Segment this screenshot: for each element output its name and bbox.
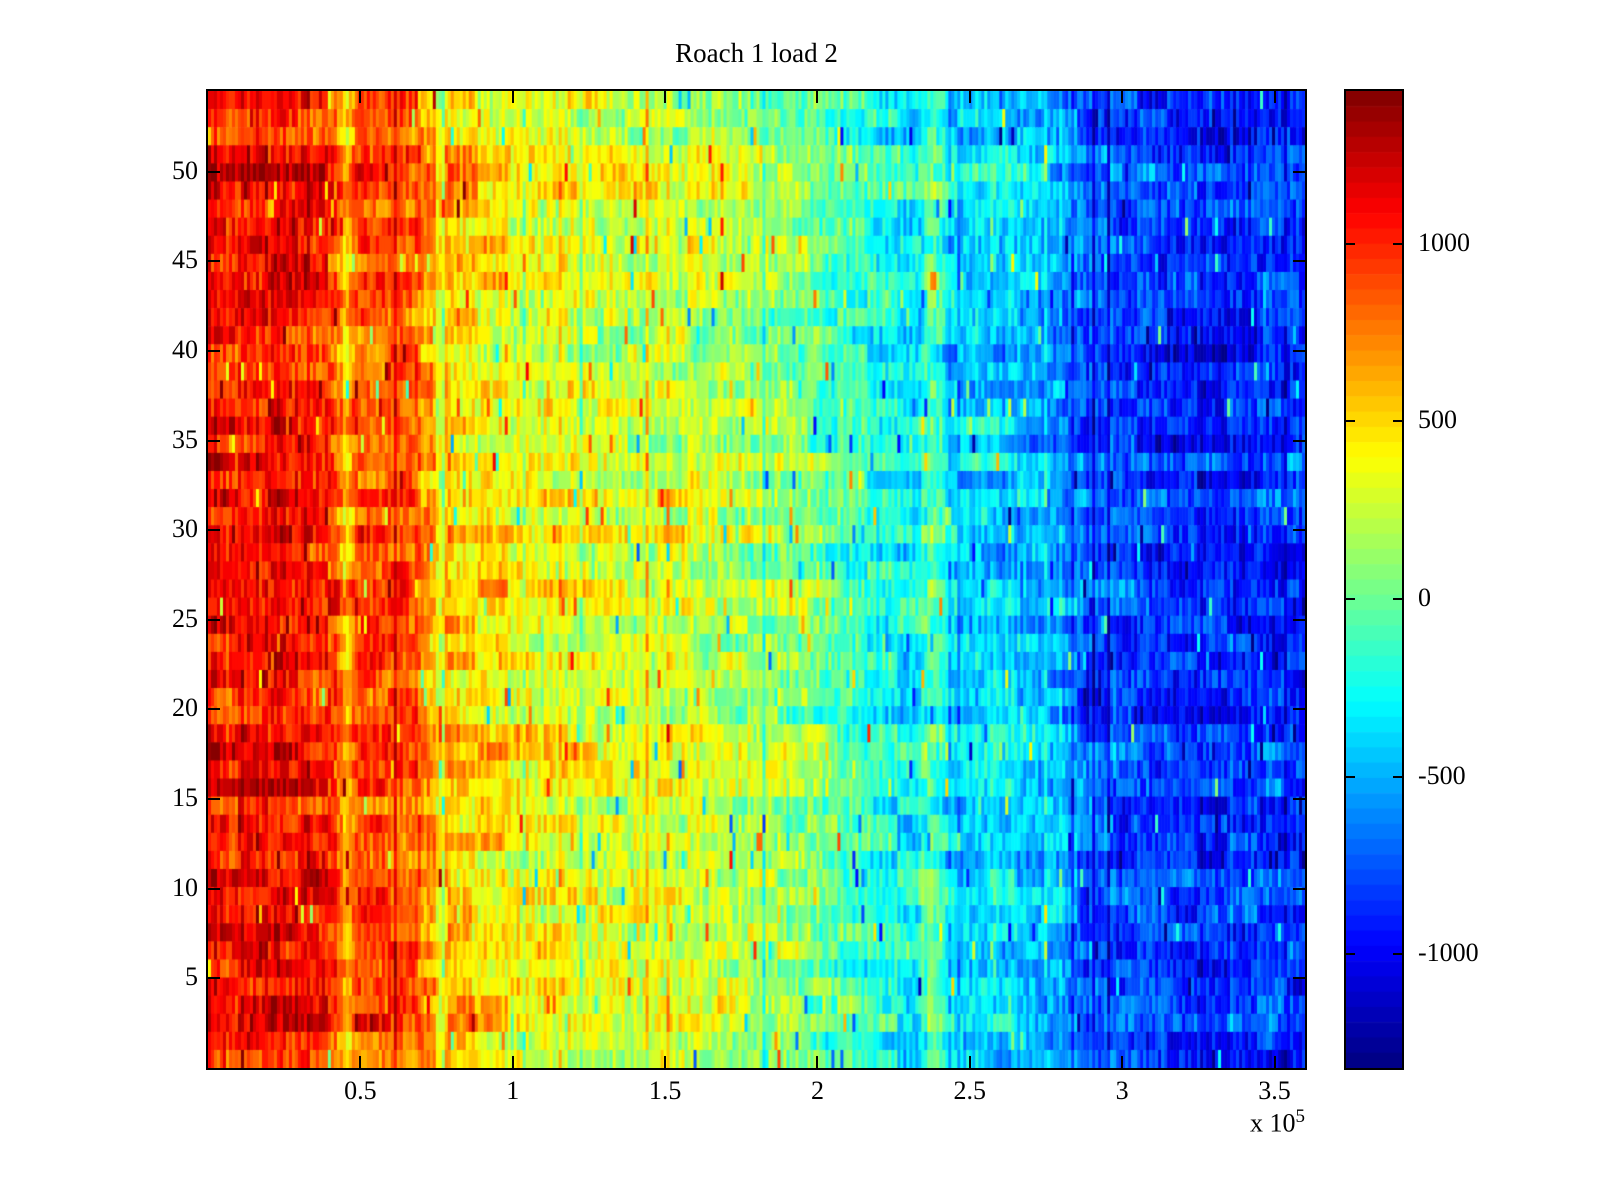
x-tick-mark xyxy=(816,1056,819,1068)
y-tick-mark-right xyxy=(1293,529,1305,532)
x-scale-exponent: 5 xyxy=(1295,1106,1306,1127)
y-tick-mark xyxy=(208,439,220,442)
y-tick-label: 30 xyxy=(172,514,198,544)
colorbar-tick-label: 0 xyxy=(1418,583,1431,613)
x-tick-label: 2 xyxy=(810,1076,824,1105)
x-tick-mark-top xyxy=(359,91,362,103)
colorbar-tick-mark xyxy=(1346,242,1355,245)
y-tick-mark-right xyxy=(1293,260,1305,263)
colorbar-tick-label: -500 xyxy=(1418,760,1466,790)
y-tick-label: 10 xyxy=(172,872,198,902)
colorbar-canvas xyxy=(1346,91,1402,1068)
colorbar-tick-mark xyxy=(1346,420,1355,423)
y-tick-mark xyxy=(208,349,220,352)
colorbar xyxy=(1344,89,1404,1070)
colorbar-tick-label: -1000 xyxy=(1418,938,1479,968)
y-tick-mark-right xyxy=(1293,349,1305,352)
y-tick-mark xyxy=(208,618,220,621)
x-tick-label: 1 xyxy=(506,1076,520,1105)
y-tick-label: 50 xyxy=(172,155,198,185)
colorbar-tick-mark xyxy=(1346,598,1355,601)
x-tick-label: 2.5 xyxy=(953,1076,987,1105)
x-tick-mark-top xyxy=(1273,91,1276,103)
x-tick-mark xyxy=(1121,1056,1124,1068)
x-axis-scale-label: x 105 xyxy=(1105,1106,1305,1139)
y-tick-mark xyxy=(208,708,220,711)
y-tick-mark xyxy=(208,170,220,173)
colorbar-tick-mark-right xyxy=(1393,775,1402,778)
colorbar-tick-mark-right xyxy=(1393,420,1402,423)
x-tick-label: 3.5 xyxy=(1258,1076,1291,1105)
x-tick-mark-top xyxy=(664,91,667,103)
y-tick-mark xyxy=(208,529,220,532)
y-tick-mark xyxy=(208,798,220,801)
colorbar-tick-mark-right xyxy=(1393,953,1402,956)
x-tick-label: 0.5 xyxy=(344,1076,377,1105)
x-tick-mark-top xyxy=(1121,91,1124,103)
y-tick-label: 20 xyxy=(172,693,198,723)
x-tick-mark xyxy=(359,1056,362,1068)
colorbar-tick-mark-right xyxy=(1393,598,1402,601)
x-tick-mark xyxy=(664,1056,667,1068)
chart-title: Roach 1 load 2 xyxy=(675,38,838,68)
y-tick-label: 15 xyxy=(172,783,198,813)
colorbar-tick-mark-right xyxy=(1393,242,1402,245)
y-tick-mark xyxy=(208,977,220,980)
y-tick-label: 35 xyxy=(172,424,198,454)
colorbar-tick-mark xyxy=(1346,775,1355,778)
y-tick-mark xyxy=(208,887,220,890)
x-tick-mark xyxy=(968,1056,971,1068)
colorbar-tick-mark xyxy=(1346,953,1355,956)
heatmap-canvas xyxy=(208,91,1305,1068)
y-tick-mark-right xyxy=(1293,708,1305,711)
y-tick-mark-right xyxy=(1293,887,1305,890)
x-tick-label: 1.5 xyxy=(648,1076,682,1105)
colorbar-tick-label: 1000 xyxy=(1418,227,1470,257)
y-tick-mark-right xyxy=(1293,439,1305,442)
x-tick-mark xyxy=(1273,1056,1276,1068)
colorbar-tick-label: 500 xyxy=(1418,405,1457,435)
y-tick-mark-right xyxy=(1293,618,1305,621)
y-tick-label: 40 xyxy=(172,334,198,364)
x-tick-mark-top xyxy=(968,91,971,103)
y-tick-mark-right xyxy=(1293,977,1305,980)
y-tick-mark-right xyxy=(1293,798,1305,801)
y-tick-mark-right xyxy=(1293,170,1305,173)
x-tick-mark-top xyxy=(816,91,819,103)
y-tick-label: 5 xyxy=(185,962,198,992)
y-tick-label: 45 xyxy=(172,245,198,275)
plot-area xyxy=(206,89,1307,1070)
y-tick-label: 25 xyxy=(172,603,198,633)
x-scale-prefix: x 10 xyxy=(1250,1108,1296,1138)
x-tick-label: 3 xyxy=(1115,1076,1129,1105)
x-tick-mark xyxy=(511,1056,514,1068)
y-tick-mark xyxy=(208,260,220,263)
x-tick-mark-top xyxy=(511,91,514,103)
